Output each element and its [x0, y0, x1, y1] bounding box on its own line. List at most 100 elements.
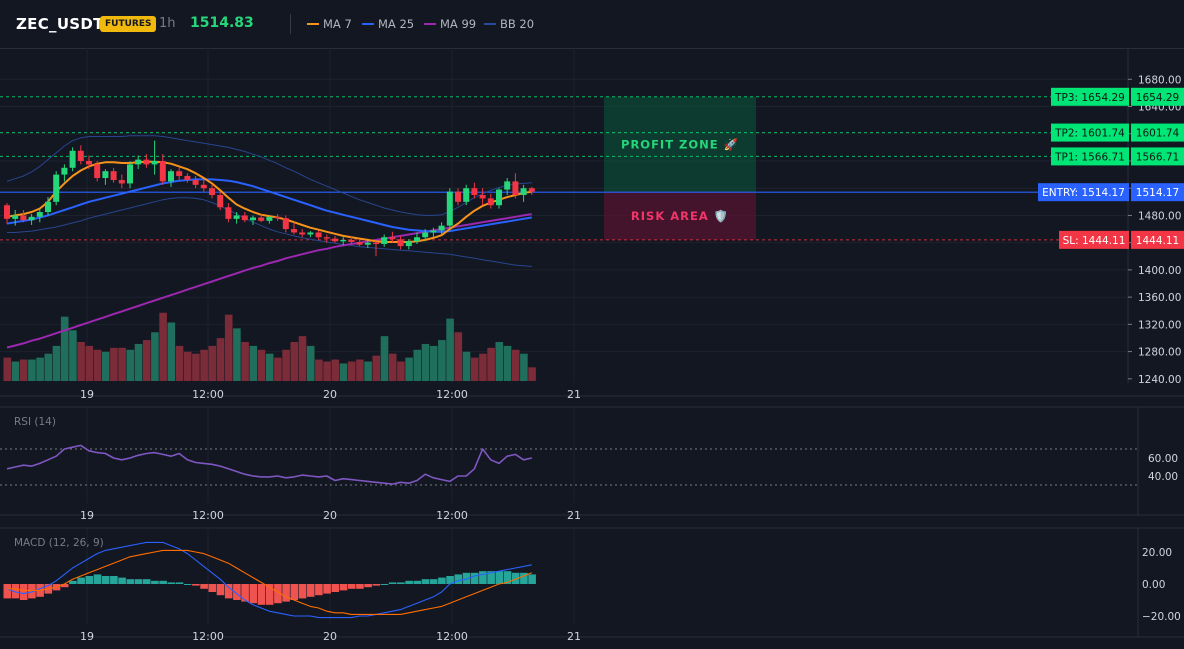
candle-body [69, 150, 76, 168]
candle-body [45, 201, 51, 213]
volume-bar [274, 357, 282, 381]
candle-body [184, 175, 191, 181]
tp3-price-tag [1131, 87, 1184, 106]
volume-bar [52, 345, 61, 381]
macd-hist-bar [421, 579, 430, 584]
trade-zones: PROFIT ZONE 🚀 RISK AREA 🛡️ [604, 96, 756, 240]
volume-bar [101, 351, 110, 381]
macd-hist-bar [356, 584, 364, 589]
rsi-tick-label: 60.00 [1148, 453, 1178, 465]
volume-bar [487, 347, 495, 381]
candle-body [241, 215, 248, 221]
bb20-swatch-icon [484, 22, 496, 25]
volume-bar [306, 345, 315, 381]
macd-hist-bar [315, 584, 323, 596]
volume-bar [77, 342, 85, 381]
tp3-tag [1051, 87, 1129, 106]
volume-bar [454, 332, 463, 381]
entry-tag-text: ENTRY: 1514.17 [1042, 187, 1125, 199]
candle-body [422, 232, 429, 238]
price-tick-label: 1280.00 [1138, 347, 1181, 359]
macd-hist-bar [388, 582, 397, 584]
volume-bar [216, 338, 225, 381]
volume-bar [290, 342, 299, 381]
volume-bar [388, 353, 397, 381]
macd-hist-bar [93, 574, 102, 584]
volume-bar [142, 340, 151, 381]
sl-tag [1059, 230, 1129, 249]
volume-bar [339, 363, 348, 381]
volume-bar [85, 345, 94, 381]
trade-levels [0, 96, 1128, 241]
header-divider [290, 14, 291, 34]
time-label: 12:00 [192, 388, 224, 401]
candle-body [405, 241, 412, 247]
macd-hist-bar [528, 574, 536, 584]
volume-bar [249, 345, 258, 381]
macd-hist-bar [233, 584, 241, 600]
risk-zone-label: RISK AREA 🛡️ [631, 209, 729, 223]
bb-lower-line [7, 197, 532, 267]
time-label: 12:00 [436, 630, 468, 643]
volume-bar [224, 314, 233, 381]
candle-body [77, 150, 84, 161]
macd-pane[interactable]: MACD (12, 26, 9) 20.00 0.00 −20.00 [3, 528, 1181, 637]
rsi-line [6, 444, 532, 485]
candle-body [323, 237, 330, 239]
volume-bar [28, 359, 36, 381]
level-labels: TP3: 1654.29 1654.29 TP2: 1601.74 1601.7… [1038, 87, 1184, 249]
candle-body [176, 171, 183, 176]
macd-hist-bar [11, 584, 20, 599]
symbol-name[interactable]: ZEC_USDT [16, 15, 104, 33]
candle-body [102, 171, 109, 179]
legend-ma99[interactable]: MA 99 [424, 17, 476, 31]
candle-body [479, 195, 486, 199]
volume-bar [110, 347, 118, 381]
time-label: 21 [567, 388, 581, 401]
legend-ma25[interactable]: MA 25 [362, 17, 414, 31]
legend-ma7[interactable]: MA 7 [307, 17, 352, 31]
macd-hist-bar [298, 584, 307, 599]
macd-hist-bar [470, 572, 479, 584]
macd-hist-bar [241, 584, 249, 602]
macd-hist-bar [397, 582, 405, 584]
bollinger-bands [6, 135, 532, 267]
volume-bar [265, 353, 274, 381]
volume-bar [331, 359, 340, 381]
candle-body [496, 189, 502, 206]
rsi-pane[interactable]: RSI (14) 60.00 40.00 [0, 407, 1178, 515]
macd-hist-bar [429, 579, 438, 584]
volume-bar [511, 349, 520, 381]
macd-hist-bar [380, 584, 389, 585]
ma25-line [6, 178, 532, 233]
price-tick-label: 1400.00 [1138, 265, 1181, 277]
volume-bar [3, 357, 12, 381]
volume-bar [11, 361, 20, 381]
tp3-tag-text: TP3: 1654.29 [1054, 92, 1125, 104]
candle-body [217, 195, 224, 208]
macd-tick-label: −20.00 [1142, 611, 1181, 623]
last-price: 1514.83 [190, 15, 254, 31]
volume-bar [356, 359, 364, 381]
candle-body [463, 188, 470, 202]
volume-bar [470, 357, 479, 381]
candle-body [446, 191, 453, 226]
candle-body [373, 242, 379, 245]
volume-bar [167, 322, 176, 381]
macd-hist-bar [339, 584, 348, 591]
timeframe-label[interactable]: 1h [159, 16, 176, 31]
candle-body [504, 181, 511, 190]
volume-bar [69, 330, 77, 381]
macd-hist-bar [495, 571, 504, 584]
candle-body [356, 241, 363, 245]
macd-hist-bar [167, 582, 176, 584]
volume-bar [520, 353, 528, 381]
macd-hist-bar [446, 576, 454, 584]
macd-hist-bar [347, 584, 356, 589]
tp3-price-text: 1654.29 [1136, 92, 1179, 104]
macd-hist-bar [192, 584, 200, 586]
legend-bb20[interactable]: BB 20 [484, 17, 534, 31]
candle-body [4, 205, 10, 219]
time-label: 20 [323, 630, 337, 643]
